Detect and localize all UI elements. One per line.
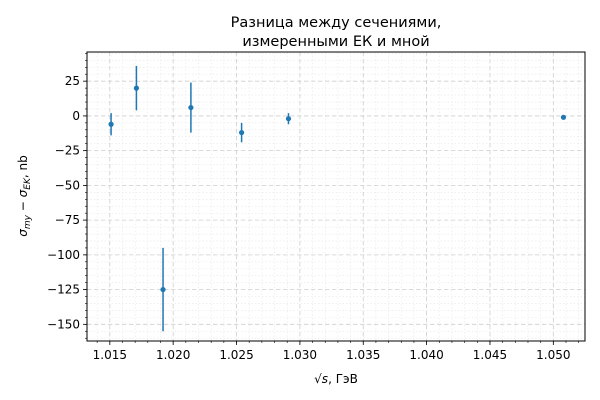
x-tick-label: 1.045 [473, 348, 507, 362]
data-point [160, 286, 166, 293]
chart-title-line-1: Разница между сечениями, [231, 15, 442, 31]
data-point [285, 116, 292, 122]
x-tick-label: 1.025 [219, 348, 253, 362]
data-point [560, 114, 567, 120]
x-tick-label: 1.035 [346, 348, 380, 362]
y-tick-label: −50 [55, 178, 80, 192]
x-tick-label: 1.050 [536, 348, 570, 362]
data-point [238, 129, 245, 136]
y-tick-label: 0 [72, 109, 80, 123]
y-tick-label: −150 [47, 317, 80, 331]
plot-frame [86, 51, 586, 342]
chart-title-line-2: измеренными ЕК и мной [242, 34, 429, 50]
x-tick-label: 1.040 [409, 348, 443, 362]
y-tick-label: −125 [47, 283, 80, 297]
data-point [108, 121, 114, 127]
grid-layer [87, 52, 585, 341]
x-tick-label: 1.015 [93, 348, 127, 362]
y-tick-label: −100 [47, 248, 80, 262]
tick-layer: 1.015 1.020 1.025 1.030 1.035 1.040 1.045 1.050… [47, 53, 579, 362]
y-tick-label: 25 [65, 74, 80, 88]
x-tick-label: 1.020 [156, 348, 190, 362]
data-layer [108, 65, 567, 332]
y-axis-label: σmy − σEK, nb [16, 155, 33, 236]
x-axis-label: √s, ГэВ [314, 372, 358, 386]
x-tick-label: 1.030 [283, 348, 317, 362]
y-tick-label: −25 [55, 144, 80, 158]
data-point [188, 104, 194, 111]
y-tick-label: −75 [55, 213, 80, 227]
data-point [133, 85, 140, 91]
